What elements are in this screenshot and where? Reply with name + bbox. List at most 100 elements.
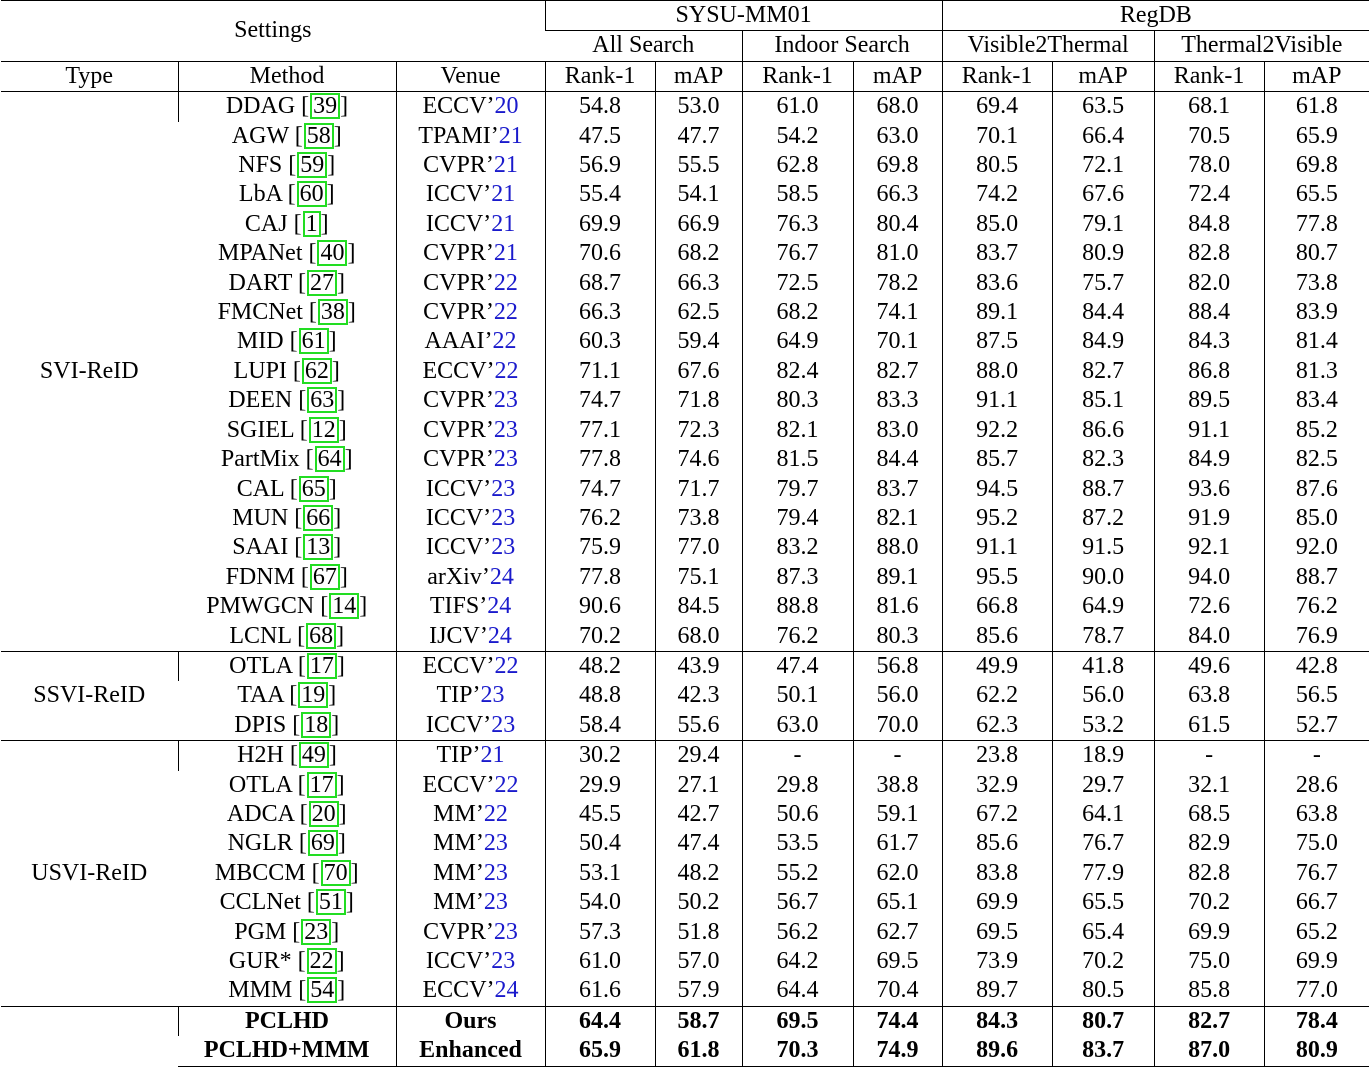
rank1-value: 70.2	[1153, 888, 1265, 918]
method-cell: DDAG [39]	[177, 91, 396, 122]
venue-year-link[interactable]: 23	[491, 711, 516, 738]
map-value: 70.2	[1051, 947, 1155, 977]
venue-year-link[interactable]: 23	[483, 889, 508, 916]
group-ours: PCLHD Ours 64.4 58.7 69.5 74.4 84.3 80.7 82.7 78.…	[1, 1005, 1370, 1067]
venue-year-link[interactable]: 23	[491, 948, 516, 974]
map-value: 72.3	[654, 415, 743, 446]
citation-link[interactable]: 63	[307, 387, 338, 414]
citation-link[interactable]: 40	[317, 240, 348, 267]
citation-link[interactable]: 22	[306, 948, 337, 974]
citation-link[interactable]: 14	[329, 593, 360, 620]
dataset-header-regdb: RegDB	[941, 0, 1370, 32]
venue-year-link[interactable]: 22	[492, 328, 517, 355]
venue-year-link[interactable]: 23	[483, 830, 508, 857]
citation-link[interactable]: 64	[314, 446, 345, 473]
citation-link[interactable]: 20	[308, 800, 339, 827]
venue-year-link[interactable]: 21	[493, 152, 518, 179]
citation-link[interactable]: 39	[310, 93, 341, 120]
citation-link[interactable]: 66	[303, 504, 334, 531]
venue-year-link[interactable]: 23	[483, 859, 508, 886]
citation-link[interactable]: 61	[298, 328, 329, 355]
venue-year-link[interactable]: 22	[493, 299, 518, 326]
venue-name: IJCV’	[429, 622, 488, 649]
venue-year-link[interactable]: 22	[494, 357, 519, 384]
venue-year-link[interactable]: 24	[487, 593, 512, 620]
venue-cell: AAAI’22	[395, 327, 546, 357]
citation-link[interactable]: 1	[302, 210, 321, 237]
venue-year-link[interactable]: 23	[491, 534, 516, 561]
citation-link[interactable]: 65	[298, 475, 329, 502]
venue-year-link[interactable]: 24	[489, 563, 514, 590]
rank1-value: 91.1	[941, 533, 1053, 563]
venue-year-link[interactable]: 22	[493, 269, 518, 296]
rank1-value: 57.3	[544, 917, 656, 947]
citation-link[interactable]: 62	[301, 357, 332, 384]
venue-year-link[interactable]: 21	[480, 742, 505, 769]
venue-year-link[interactable]: 23	[493, 416, 518, 443]
citation-link[interactable]: 54	[307, 977, 338, 1004]
venue-cell: ECCV’20	[395, 91, 546, 122]
venue-year-link[interactable]: 21	[491, 181, 516, 208]
citation-link[interactable]: 13	[303, 534, 334, 561]
map-value: 71.8	[654, 386, 743, 416]
rank1-value: 54.0	[544, 888, 656, 918]
citation-link[interactable]: 60	[296, 181, 327, 208]
rank1-value: 74.2	[941, 180, 1053, 210]
venue-year-link[interactable]: 22	[494, 652, 519, 679]
citation-link[interactable]: 49	[298, 742, 329, 769]
rank1-value: 32.1	[1153, 770, 1265, 800]
citation-link[interactable]: 18	[301, 711, 332, 738]
method-cell: SGIEL [12]	[226, 416, 347, 443]
table-row: FMCNet [38] CVPR’22 66.3 62.5 68.2 74.1 89.1 84…	[1, 298, 1370, 328]
citation-link[interactable]: 12	[308, 416, 339, 443]
map-value: 73.8	[1263, 268, 1370, 299]
method-cell: CCLNet [51]	[219, 889, 354, 916]
map-value: 78.7	[1051, 621, 1155, 652]
venue-year-link[interactable]: 22	[483, 800, 508, 827]
citation-link[interactable]: 23	[301, 918, 332, 945]
venue-year-link[interactable]: 24	[494, 977, 519, 1004]
table-row: PMWGCN [14] TIFS’24 90.6 84.5 88.8 81.6 66.8 64…	[1, 592, 1370, 622]
venue-cell: TPAMI’21	[395, 121, 546, 152]
citation-link[interactable]: 17	[306, 771, 337, 798]
rank1-value: 32.9	[941, 770, 1053, 800]
rank1-value: 92.2	[941, 415, 1053, 446]
venue-year-link[interactable]: 22	[494, 771, 519, 798]
venue-year-link[interactable]: 21	[493, 240, 518, 267]
venue-year-link[interactable]: 23	[493, 918, 518, 945]
venue-cell: MM’23	[395, 858, 546, 889]
method-cell: DEEN [63]	[228, 387, 346, 414]
citation-link[interactable]: 67	[309, 563, 340, 590]
citation-link[interactable]: 59	[297, 152, 328, 179]
venue-name: MM’	[433, 800, 484, 827]
rank1-value: 89.1	[941, 298, 1053, 328]
citation-link[interactable]: 17	[306, 652, 337, 679]
map-value: 29.7	[1051, 770, 1155, 800]
citation-link[interactable]: 70	[320, 859, 351, 886]
map-value: 81.6	[852, 592, 943, 622]
venue-year-link[interactable]: 23	[480, 682, 505, 709]
citation-link[interactable]: 19	[298, 682, 329, 709]
citation-link[interactable]: 38	[317, 299, 348, 326]
citation-link[interactable]: 27	[306, 269, 337, 296]
venue-year-link[interactable]: 24	[487, 622, 512, 649]
citation-link[interactable]: 58	[303, 122, 334, 149]
rank1-value: 56.2	[741, 917, 854, 947]
venue-year-link[interactable]: 23	[491, 504, 516, 531]
method-name: MID	[236, 328, 284, 355]
venue-year-link[interactable]: 23	[493, 387, 518, 414]
venue-year-link[interactable]: 23	[491, 475, 516, 502]
citation-link[interactable]: 68	[306, 622, 337, 649]
venue-year-link[interactable]: 20	[494, 93, 519, 120]
citation-link[interactable]: 51	[315, 889, 346, 916]
table-row: TAA [19] TIP’23 48.8 42.3 50.1 56.0 62.2 56.0 63…	[1, 681, 1370, 711]
table-row: CAJ [1] ICCV’21 69.9 66.9 76.3 80.4 85.0 79.1 84…	[1, 209, 1370, 240]
table-row: MUN [66] ICCV’23 76.2 73.8 79.4 82.1 95.2 87.2 9…	[1, 503, 1370, 534]
venue-year-link[interactable]: 21	[491, 210, 516, 237]
venue-year-link[interactable]: 21	[498, 122, 523, 149]
mode-header-visible2thermal: Visible2Thermal	[941, 30, 1155, 62]
rank1-value: 64.4	[544, 1005, 656, 1037]
venue-year-link[interactable]: 23	[493, 446, 518, 473]
rank1-value: 69.5	[941, 917, 1053, 947]
citation-link[interactable]: 69	[307, 830, 338, 857]
